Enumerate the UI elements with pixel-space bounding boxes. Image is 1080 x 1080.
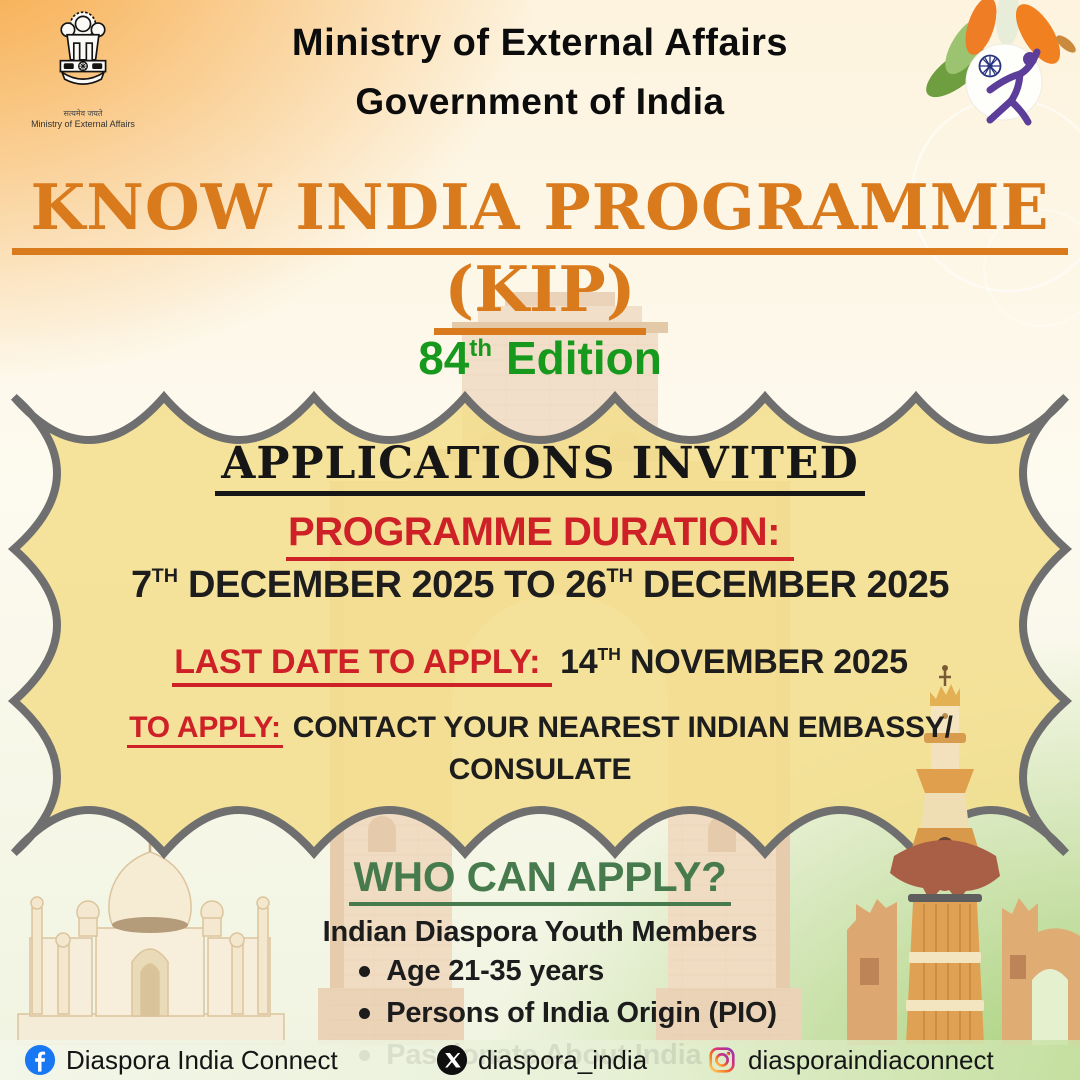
- programme-duration-text: PROGRAMME DURATION:: [286, 510, 794, 561]
- last-date-line: LAST DATE TO APPLY: 14TH NOVEMBER 2025: [0, 643, 1080, 687]
- duration-end: DECEMBER 2025: [632, 564, 950, 606]
- last-date-rest: NOVEMBER 2025: [620, 643, 908, 681]
- x-icon: [436, 1044, 468, 1076]
- to-apply-label: TO APPLY:: [127, 711, 283, 748]
- duration-start-ordinal: TH: [151, 565, 178, 588]
- duration-middle: DECEMBER 2025 TO: [177, 564, 566, 606]
- taj-mahal: [17, 836, 285, 1045]
- duration-end-ordinal: TH: [606, 565, 633, 588]
- programme-abbr-text: (KIP): [434, 252, 646, 335]
- lotus-petals-icon: [926, 0, 1076, 98]
- list-item: Persons of India Origin (PIO): [359, 992, 777, 1034]
- ministry-heading: Ministry of External Affairs Government …: [0, 22, 1080, 123]
- programme-abbr: (KIP): [0, 252, 1080, 335]
- instagram-handle: diasporaindiaconnect: [706, 1040, 994, 1080]
- programme-title-text: KNOW INDIA PROGRAMME: [12, 170, 1068, 255]
- applications-invited-heading: APPLICATIONS INVITED: [0, 438, 1080, 496]
- duration-start-day: 7: [130, 564, 152, 606]
- instagram-icon: [709, 1047, 735, 1073]
- national-emblem: सत्यमेव जयते Ministry of External Affair…: [28, 4, 138, 130]
- lion-capital-icon: [59, 11, 107, 85]
- chakra-icon: [978, 54, 1002, 78]
- edition-line: 84th Edition: [0, 331, 1080, 385]
- programme-duration-dates: 7TH DECEMBER 2025 TO 26TH DECEMBER 2025: [0, 564, 1080, 607]
- x-handle: diaspora_india: [436, 1040, 647, 1080]
- instagram-handle-text: diasporaindiaconnect: [748, 1044, 994, 1075]
- to-apply-line: TO APPLY: CONTACT YOUR NEAREST INDIAN EMB…: [0, 707, 1080, 791]
- x-handle-text: diaspora_india: [478, 1044, 648, 1075]
- edition-word: Edition: [505, 332, 662, 384]
- emblem-caption: Ministry of External Affairs: [31, 118, 135, 129]
- programme-title: KNOW INDIA PROGRAMME: [0, 170, 1080, 255]
- edition-ordinal-suffix: th: [469, 335, 492, 363]
- duration-end-day: 26: [565, 564, 607, 606]
- list-item: Age 21-35 years: [359, 950, 777, 992]
- last-date-ordinal: TH: [597, 643, 621, 664]
- facebook-handle-text: Diaspora India Connect: [66, 1044, 338, 1075]
- social-bar: [0, 1040, 1080, 1080]
- diaspora-logo: [926, 0, 1076, 126]
- dancing-figure-icon: [986, 48, 1041, 126]
- applications-burst-box: [7, 390, 1073, 860]
- last-date-day: 14: [560, 643, 598, 681]
- who-can-apply-heading: WHO CAN APPLY?: [0, 853, 1080, 906]
- who-can-apply-text: WHO CAN APPLY?: [349, 853, 731, 906]
- facebook-icon: [24, 1044, 56, 1076]
- last-date-label: LAST DATE TO APPLY:: [172, 643, 553, 687]
- facebook-handle: Diaspora India Connect: [24, 1040, 338, 1080]
- programme-duration-label: PROGRAMME DURATION:: [0, 510, 1080, 561]
- who-can-apply-subheading: Indian Diaspora Youth Members: [322, 916, 758, 948]
- to-apply-text: CONTACT YOUR NEAREST INDIAN EMBASSY/ CON…: [292, 711, 953, 786]
- applications-invited-text: APPLICATIONS INVITED: [215, 438, 865, 496]
- ministry-line2: Government of India: [355, 81, 725, 122]
- ministry-line1: Ministry of External Affairs: [291, 22, 789, 64]
- emblem-motto: सत्यमेव जयते: [63, 109, 103, 118]
- edition-number: 84: [418, 332, 470, 384]
